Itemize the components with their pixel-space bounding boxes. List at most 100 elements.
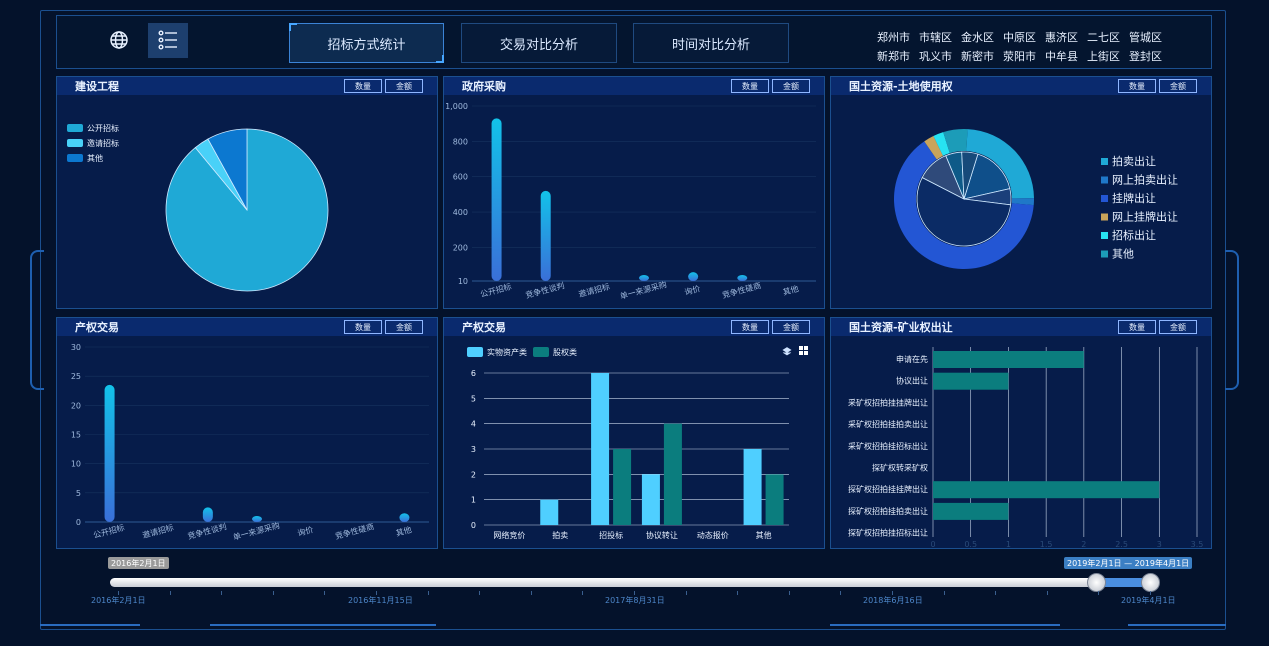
amount-button[interactable]: 金额 xyxy=(385,320,423,334)
legend-label: 公开招标 xyxy=(87,123,119,133)
y-tick-label: 探矿权招拍挂拍卖出让 xyxy=(848,506,928,516)
bar-协议出让[interactable] xyxy=(933,372,1009,390)
legend-label: 网上拍卖出让 xyxy=(1112,173,1178,187)
count-button[interactable]: 数量 xyxy=(1118,320,1156,334)
bar-实物资产类-协议转让[interactable] xyxy=(641,474,660,525)
district-option[interactable]: 荥阳市 xyxy=(1003,49,1036,63)
bar-单一来源采购[interactable] xyxy=(639,275,649,281)
amount-button[interactable]: 金额 xyxy=(1159,79,1197,93)
district-option[interactable]: 市辖区 xyxy=(919,30,952,44)
stack-icon[interactable] xyxy=(782,347,792,356)
x-tick-label: 3.5 xyxy=(1191,540,1204,549)
panel-header: 政府采购 数量 金额 xyxy=(444,77,824,95)
legend-swatch[interactable] xyxy=(1101,195,1108,202)
bar-公开招标[interactable] xyxy=(491,118,502,281)
pie-slice-网上拍卖出让[interactable] xyxy=(1011,198,1034,206)
bar-探矿权招拍挂拍卖出让[interactable] xyxy=(933,502,1009,520)
x-tick-label: 竞争性谈判 xyxy=(524,280,565,300)
bar-股权类-招投标[interactable] xyxy=(613,449,632,525)
district-option[interactable]: 上街区 xyxy=(1087,49,1120,63)
bar-实物资产类-其他[interactable] xyxy=(743,449,762,525)
timeline-slider-track[interactable] xyxy=(110,578,1155,587)
pie-slice-挂牌出让[interactable] xyxy=(916,176,1012,247)
district-filter: 郑州市 市辖区 金水区 中原区 惠济区 二七区 管城区 新郑市 巩义市 新密市 荥阳市 中牟县 上街区… xyxy=(877,27,1207,65)
bar-探矿权招拍挂挂牌出让[interactable] xyxy=(933,481,1160,499)
count-button[interactable]: 数量 xyxy=(344,79,382,93)
legend-swatch[interactable] xyxy=(1101,250,1108,258)
amount-button[interactable]: 金额 xyxy=(385,79,423,93)
district-option[interactable]: 新郑市 xyxy=(877,49,910,63)
y-tick-label: 采矿权招拍挂招标出让 xyxy=(848,441,928,451)
district-option[interactable]: 登封区 xyxy=(1129,49,1162,63)
legend-swatch[interactable] xyxy=(467,347,483,357)
legend-swatch[interactable] xyxy=(533,347,549,357)
bar-股权类-其他[interactable] xyxy=(765,474,784,525)
legend-swatch[interactable] xyxy=(67,154,83,162)
timeline-tick xyxy=(685,591,687,595)
district-option[interactable]: 管城区 xyxy=(1129,30,1162,44)
pie-slice-招标出让[interactable] xyxy=(933,132,950,156)
district-option[interactable]: 巩义市 xyxy=(919,49,952,63)
bar-其他[interactable] xyxy=(399,513,410,522)
district-option[interactable]: 金水区 xyxy=(961,30,994,44)
count-button[interactable]: 数量 xyxy=(731,320,769,334)
bar-竞争性谈判[interactable] xyxy=(540,190,551,281)
pie-slice-拍卖出让[interactable] xyxy=(963,153,1011,200)
legend-swatch[interactable] xyxy=(67,124,83,132)
pie-slice-其他[interactable] xyxy=(207,128,248,211)
timeline-date-label: 2016年2月1日 xyxy=(91,596,146,605)
pie-slice-拍卖出让[interactable] xyxy=(966,129,1034,199)
bar-公开招标[interactable] xyxy=(104,384,115,522)
y-tick-label: 探矿权招拍挂挂牌出让 xyxy=(848,484,928,494)
x-tick-label: 竞争性谈判 xyxy=(186,521,227,541)
timeline-selected-range[interactable] xyxy=(1096,578,1150,587)
timeline-tick xyxy=(221,591,223,595)
district-option[interactable]: 中牟县 xyxy=(1045,49,1078,63)
tab-transaction-compare[interactable]: 交易对比分析 xyxy=(461,23,617,63)
count-button[interactable]: 数量 xyxy=(731,79,769,93)
district-option[interactable]: 中原区 xyxy=(1003,30,1036,44)
bar-询价[interactable] xyxy=(688,272,699,281)
grid-view-icon[interactable] xyxy=(799,346,808,355)
legend-swatch[interactable] xyxy=(1101,158,1108,165)
amount-button[interactable]: 金额 xyxy=(772,79,810,93)
timeline-tick xyxy=(892,591,893,595)
bar-竞争性谈判[interactable] xyxy=(202,507,213,522)
pie-slice-挂牌出让[interactable] xyxy=(894,141,1034,269)
district-option[interactable]: 惠济区 xyxy=(1045,30,1078,44)
panel-land-use-rights: 国土资源-土地使用权 数量 金额 拍卖出让 网上拍卖出让 挂牌出让 网上挂牌出让 招标出让 其他 xyxy=(830,76,1212,309)
x-tick-label: 竞争性磋商 xyxy=(721,280,762,300)
amount-button[interactable]: 金额 xyxy=(772,320,810,334)
globe-icon[interactable] xyxy=(107,28,131,52)
timeline-handle-start[interactable] xyxy=(1087,573,1106,592)
bar-股权类-协议转让[interactable] xyxy=(663,423,682,525)
bar-实物资产类-招投标[interactable] xyxy=(591,373,610,525)
bar-申请在先[interactable] xyxy=(933,351,1084,368)
y-tick-label: 4 xyxy=(471,420,476,429)
legend-swatch[interactable] xyxy=(1101,213,1108,221)
legend-swatch[interactable] xyxy=(67,139,83,147)
bar-单一来源采购[interactable] xyxy=(252,516,262,522)
legend-swatch[interactable] xyxy=(1101,232,1108,239)
timeline-tick xyxy=(324,591,326,595)
timeline-handle-end[interactable] xyxy=(1141,573,1160,592)
x-tick-label: 网络竞价 xyxy=(493,530,525,540)
district-option[interactable]: 二七区 xyxy=(1087,30,1120,44)
pie-slice-其他[interactable] xyxy=(943,129,968,154)
pie-slice-其他[interactable] xyxy=(961,151,979,200)
bar-竞争性磋商[interactable] xyxy=(737,275,748,281)
district-option[interactable]: 郑州市 xyxy=(877,30,910,44)
amount-button[interactable]: 金额 xyxy=(1159,320,1197,334)
pie-slice-网上挂牌出让[interactable] xyxy=(924,136,944,160)
count-button[interactable]: 数量 xyxy=(344,320,382,334)
metric-toggle: 数量 金额 xyxy=(344,79,423,93)
tab-time-compare[interactable]: 时间对比分析 xyxy=(633,23,789,63)
tab-bidding-stats[interactable]: 招标方式统计 xyxy=(289,23,444,63)
x-tick-label: 邀请招标 xyxy=(141,522,174,540)
timeline-tick xyxy=(840,591,842,595)
bar-实物资产类-拍卖[interactable] xyxy=(540,499,559,525)
legend-swatch[interactable] xyxy=(1101,176,1108,184)
count-button[interactable]: 数量 xyxy=(1118,79,1156,93)
list-menu-icon[interactable] xyxy=(148,23,188,58)
district-option[interactable]: 新密市 xyxy=(961,49,994,63)
